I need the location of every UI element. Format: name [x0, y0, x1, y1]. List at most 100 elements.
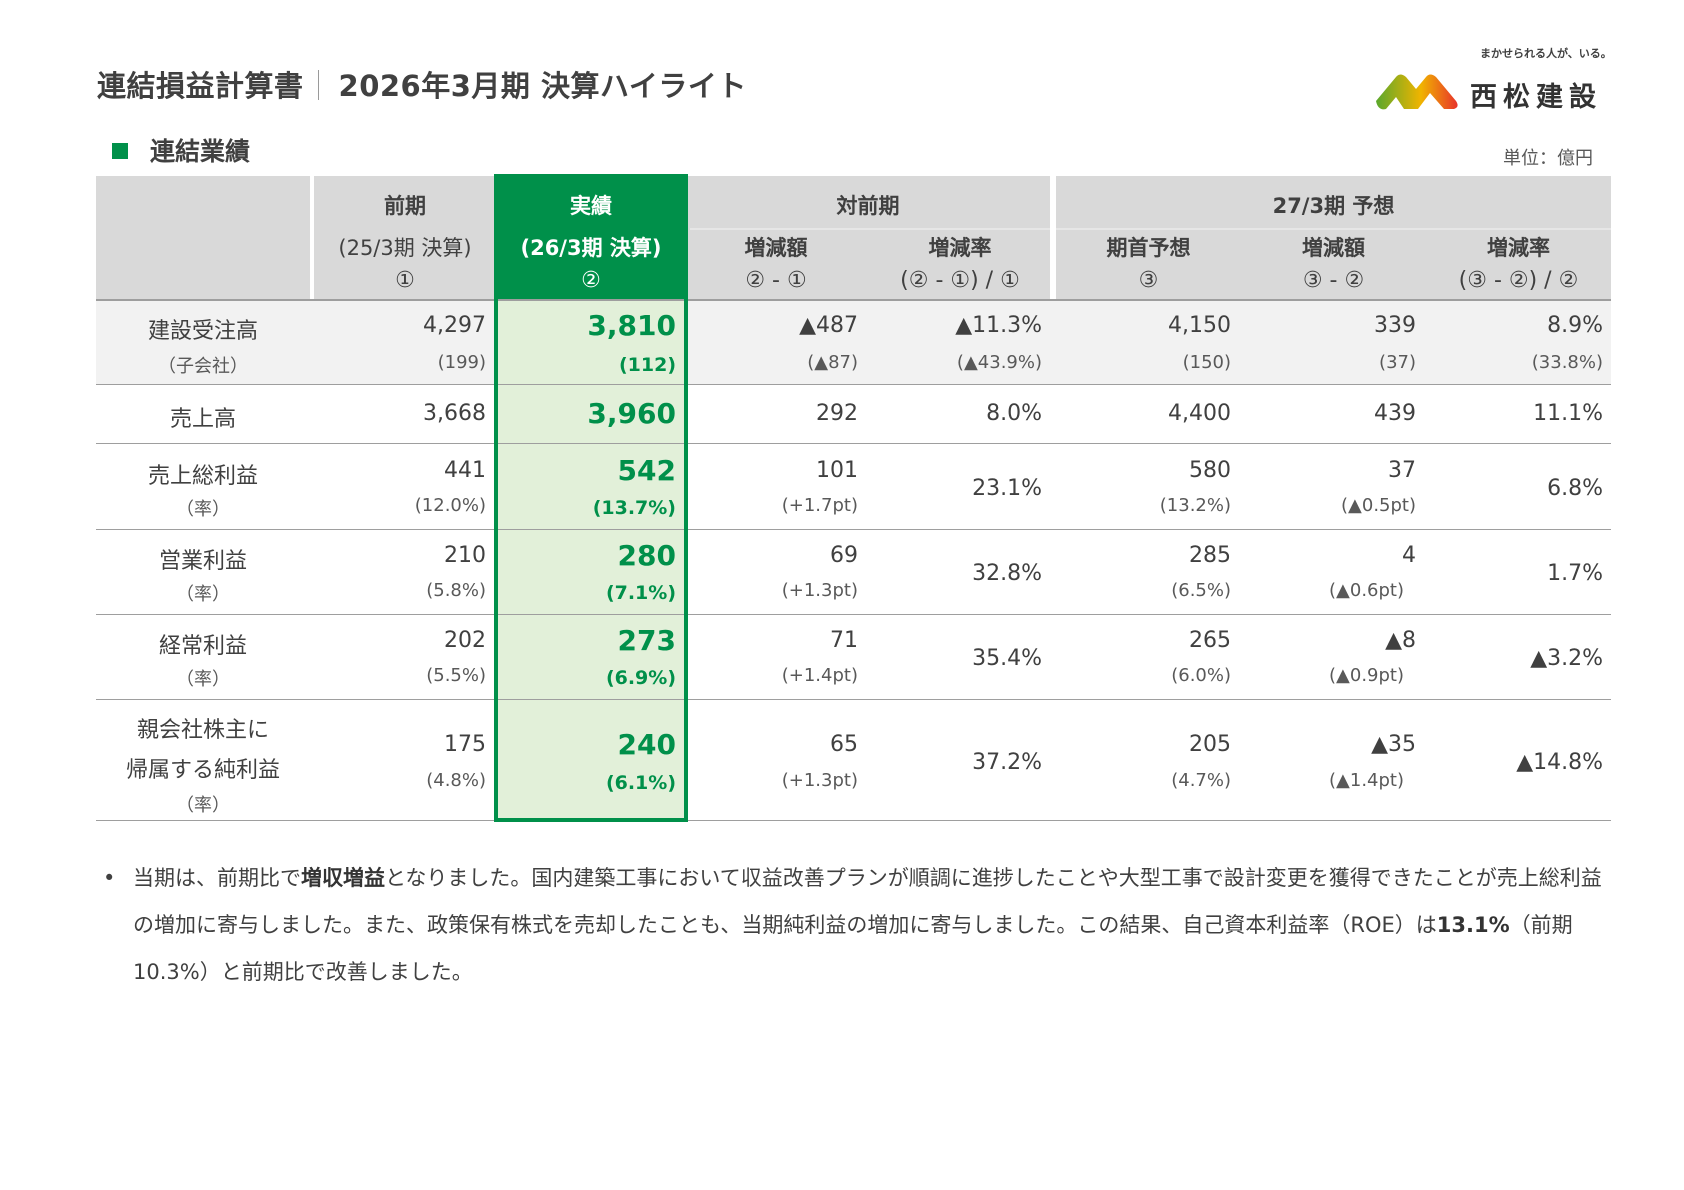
cell-forecast: 580	[1189, 458, 1231, 483]
row-band	[96, 300, 496, 384]
table-header-bg	[96, 176, 1611, 300]
table-rule	[96, 384, 1611, 385]
table-rule	[96, 443, 1611, 444]
bullet: •	[103, 866, 116, 890]
page-title: 連結損益計算書 2026年3月期 決算ハイライト	[97, 63, 747, 105]
cell-actual-sub: (7.1%)	[605, 582, 676, 604]
cell-rate: 8.0%	[986, 401, 1042, 426]
unit-label: 単位：億円	[1503, 148, 1593, 169]
cell-diff-sub: (+1.7pt)	[781, 495, 858, 516]
cell-forecast-rate: 1.7%	[1547, 561, 1603, 586]
row-label: 経常利益	[158, 634, 247, 659]
row-label-sub: （子会社）	[158, 356, 248, 377]
cell-actual: 280	[617, 539, 676, 572]
cell-forecast-sub: (13.2%)	[1159, 495, 1231, 516]
header-forecast-initial: 期首予想	[1106, 236, 1191, 260]
header-forecast-rate-formula: (③ - ②) / ②	[1458, 268, 1579, 293]
cell-diff: 69	[830, 543, 858, 568]
cell-forecast-sub: (150)	[1182, 352, 1231, 373]
company-logo: まかせられる人が、いる。 西松建設	[1370, 45, 1630, 125]
cell-forecast-rate: 6.8%	[1547, 476, 1603, 501]
note-bold-2: 13.1%	[1436, 913, 1510, 937]
actual-column-frame	[494, 174, 688, 822]
cell-forecast-rate-sub: (33.8%)	[1531, 352, 1603, 373]
row-label-sub: （率）	[176, 584, 230, 605]
table-rule	[96, 529, 1611, 530]
cell-forecast: 265	[1189, 628, 1231, 653]
logo-brand: 西松建設	[1470, 82, 1602, 113]
cell-prev-sub: (4.8%)	[426, 770, 486, 791]
cell-forecast-sub: (4.7%)	[1171, 770, 1231, 791]
cell-forecast-diff: ▲35	[1371, 732, 1416, 757]
table-rule	[96, 820, 1611, 821]
header-actual-marker: ②	[581, 268, 601, 293]
header-prev-sub: (25/3期 決算)	[338, 236, 472, 260]
cell-forecast-diff-sub: (▲0.9pt)	[1329, 665, 1404, 686]
logo-mark-icon	[1376, 74, 1458, 110]
cell-prev: 210	[444, 543, 486, 568]
cell-prev: 175	[444, 732, 486, 757]
cell-prev-sub: (5.5%)	[426, 665, 486, 686]
row-label: 建設受注高	[147, 319, 258, 344]
header-actual-title: 実績	[570, 194, 612, 218]
cell-actual: 3,960	[587, 397, 676, 430]
cell-forecast: 285	[1189, 543, 1231, 568]
cell-rate: 32.8%	[972, 561, 1042, 586]
cell-diff: ▲487	[799, 313, 858, 338]
header-yoy-title: 対前期	[836, 194, 900, 218]
note-part-1: 当期は、前期比で	[133, 866, 301, 890]
cell-prev: 441	[444, 458, 486, 483]
cell-forecast: 4,400	[1168, 401, 1231, 426]
header-yoy-amount: 増減額	[744, 236, 808, 260]
title-left: 連結損益計算書	[97, 69, 304, 103]
row-label-sub: （率）	[176, 669, 230, 690]
actual-column-bg	[496, 300, 686, 822]
section-heading: 連結業績	[112, 132, 250, 168]
header-gap-2	[1050, 176, 1056, 300]
header-gap-4	[1056, 228, 1611, 230]
row-label-line2: 帰属する純利益	[125, 758, 280, 783]
cell-diff: 71	[830, 628, 858, 653]
row-label: 営業利益	[158, 549, 247, 574]
header-prev-marker: ①	[395, 268, 415, 293]
results-table: 前期 (25/3期 決算) ① 実績 (26/3期 決算) ② 対前期 増減額 …	[96, 174, 1611, 822]
cell-rate: ▲11.3%	[955, 313, 1042, 338]
cell-diff: 65	[830, 732, 858, 757]
note-part-2: となりました。国内建築工事において収益改善プランが順調に進捗したことや大型工事で…	[133, 866, 1602, 937]
actual-column-header-bg	[496, 176, 686, 300]
cell-actual: 273	[617, 624, 676, 657]
row-label: 売上高	[169, 407, 236, 432]
logo-tagline: まかせられる人が、いる。	[1480, 47, 1612, 60]
header-forecast-amount-formula: ③ - ②	[1302, 268, 1365, 293]
section-title: 連結業績	[150, 137, 251, 166]
cell-diff: 101	[816, 458, 858, 483]
table-rule	[96, 614, 1611, 615]
header-prev-title: 前期	[384, 194, 426, 218]
note-bold-1: 増収増益	[301, 866, 385, 890]
title-divider	[317, 70, 319, 100]
row-label-sub: （率）	[176, 499, 230, 520]
cell-rate: 37.2%	[972, 750, 1042, 775]
cell-forecast-rate: 8.9%	[1547, 313, 1603, 338]
cell-forecast-sub: (6.5%)	[1171, 580, 1231, 601]
cell-forecast-diff-sub: (▲1.4pt)	[1329, 770, 1404, 791]
cell-forecast: 4,150	[1168, 313, 1231, 338]
cell-forecast-diff-sub: (▲0.5pt)	[1341, 495, 1416, 516]
cell-actual: 240	[617, 728, 676, 761]
cell-diff-sub: (+1.4pt)	[781, 665, 858, 686]
cell-prev-sub: (5.8%)	[426, 580, 486, 601]
cell-prev: 202	[444, 628, 486, 653]
title-right: 2026年3月期 決算ハイライト	[338, 69, 747, 103]
cell-forecast-rate: ▲3.2%	[1530, 646, 1603, 671]
row-label-sub: （率）	[176, 795, 230, 816]
cell-forecast-diff: 439	[1374, 401, 1416, 426]
header-forecast-title: 27/3期 予想	[1272, 194, 1395, 218]
cell-diff-sub: (+1.3pt)	[781, 580, 858, 601]
row-band	[686, 300, 1611, 384]
cell-actual-sub: (13.7%)	[592, 497, 676, 519]
cell-actual-sub: (112)	[618, 354, 676, 376]
summary-text: 当期は、前期比で増収増益となりました。国内建築工事において収益改善プランが順調に…	[133, 855, 1603, 996]
header-gap-1	[310, 176, 314, 300]
cell-prev: 3,668	[423, 401, 486, 426]
cell-diff-sub: (▲87)	[807, 352, 858, 373]
